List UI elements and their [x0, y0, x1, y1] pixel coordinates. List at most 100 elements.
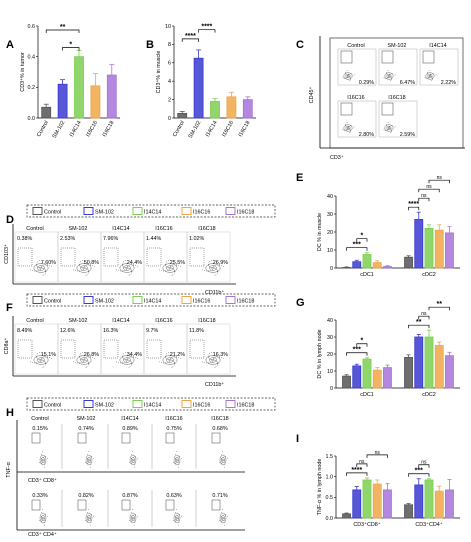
group-label: SM-102	[77, 416, 96, 422]
contour	[219, 512, 227, 524]
event-dot	[43, 466, 45, 468]
gate-percentage: 2.22%	[441, 80, 456, 86]
event-dot	[136, 457, 138, 459]
event-dot	[353, 74, 355, 76]
event-dot	[177, 524, 179, 526]
panel-label-g: G	[296, 297, 305, 309]
event-dot	[130, 462, 132, 464]
event-dot	[429, 76, 431, 77]
event-dot	[222, 451, 223, 452]
event-dot	[136, 515, 138, 517]
event-dot	[388, 128, 390, 129]
bar	[383, 266, 392, 269]
contour	[80, 265, 88, 271]
event-dot	[132, 517, 133, 519]
contour	[87, 457, 91, 463]
event-dot	[176, 519, 178, 520]
sig-bracket	[408, 324, 430, 329]
flow-cell: I16C16 1.44% 25.5%	[143, 226, 188, 283]
contour	[162, 355, 178, 365]
event-dot	[174, 270, 175, 271]
plot-frame	[186, 323, 231, 375]
legend-label: I16C18	[237, 299, 254, 305]
event-dot	[346, 127, 348, 129]
contour	[173, 512, 181, 524]
gate-percentage-mid: 50.8%	[84, 260, 99, 266]
contour	[37, 357, 45, 363]
event-dot	[176, 264, 177, 266]
panel-label-d: D	[6, 214, 14, 226]
event-dot	[172, 273, 174, 275]
event-dot	[387, 69, 389, 71]
flow-cell: I16C16 9.7% 21.2%	[143, 318, 188, 375]
gate	[146, 247, 162, 267]
bar	[445, 355, 454, 389]
event-dot	[163, 362, 164, 364]
panel-frame	[329, 37, 464, 149]
event-dot	[222, 460, 224, 461]
group-label: I16C16	[155, 226, 172, 232]
event-dot	[427, 71, 429, 73]
event-dot	[345, 129, 347, 131]
event-dot	[222, 517, 223, 519]
event-dot	[123, 270, 125, 272]
group-label: I16C16	[347, 95, 364, 101]
flow-cell: I16C16 2.80%	[337, 95, 377, 138]
event-dot	[176, 518, 178, 519]
sig-label: **	[437, 301, 443, 308]
percentage-bottom: 0.63%	[166, 493, 181, 499]
bar	[342, 267, 351, 269]
event-dot	[87, 511, 88, 513]
sig-bracket	[418, 315, 430, 320]
contour	[162, 263, 178, 273]
sig-bracket	[366, 454, 388, 458]
y-tick-label: 8	[168, 42, 171, 48]
contour	[343, 72, 353, 80]
gate-top	[77, 432, 87, 444]
x-tick-label: I16C16	[221, 120, 235, 138]
gate-percentage-top: 8.49%	[17, 328, 32, 334]
legend-frame	[26, 204, 276, 218]
gate-percentage-mid: 26.8%	[84, 352, 99, 358]
event-dot	[217, 270, 218, 271]
event-dot	[86, 520, 88, 522]
event-dot	[226, 457, 228, 459]
event-dot	[42, 460, 44, 461]
legend-swatch	[132, 207, 143, 215]
event-dot	[224, 520, 226, 522]
y-axis-label: CD8a⁺	[4, 338, 10, 355]
event-dot	[210, 267, 212, 269]
event-dot	[123, 353, 124, 355]
event-dot	[44, 462, 46, 464]
event-dot	[128, 267, 129, 269]
event-dot	[88, 451, 89, 452]
gate-percentage-top: 16.3%	[103, 328, 118, 334]
event-dot	[40, 360, 42, 361]
contour	[384, 72, 394, 80]
event-dot	[120, 362, 121, 364]
gate-percentage-mid: 24.4%	[127, 260, 142, 266]
event-dot	[177, 466, 179, 468]
event-dot	[226, 515, 228, 517]
contour	[123, 357, 131, 363]
event-dot	[40, 267, 42, 268]
event-dot	[37, 359, 39, 360]
x-tick-label: I14C14	[69, 120, 83, 138]
event-dot	[166, 270, 168, 272]
event-dot	[161, 362, 162, 363]
sig-label: ns	[437, 175, 443, 181]
contour	[76, 263, 92, 273]
legend-swatch	[32, 296, 43, 304]
event-dot	[386, 129, 388, 131]
event-dot	[40, 359, 42, 360]
event-dot	[342, 77, 344, 79]
event-dot	[128, 359, 129, 361]
gate	[189, 339, 205, 359]
event-dot	[133, 524, 135, 526]
event-dot	[166, 267, 168, 268]
percentage-top: 0.89%	[122, 426, 137, 432]
sig-bracket	[356, 343, 368, 347]
x-axis-label-bottom: CD3⁺ CD4⁺	[28, 532, 57, 537]
group-label: I16C18	[198, 226, 215, 232]
event-dot	[132, 519, 134, 520]
